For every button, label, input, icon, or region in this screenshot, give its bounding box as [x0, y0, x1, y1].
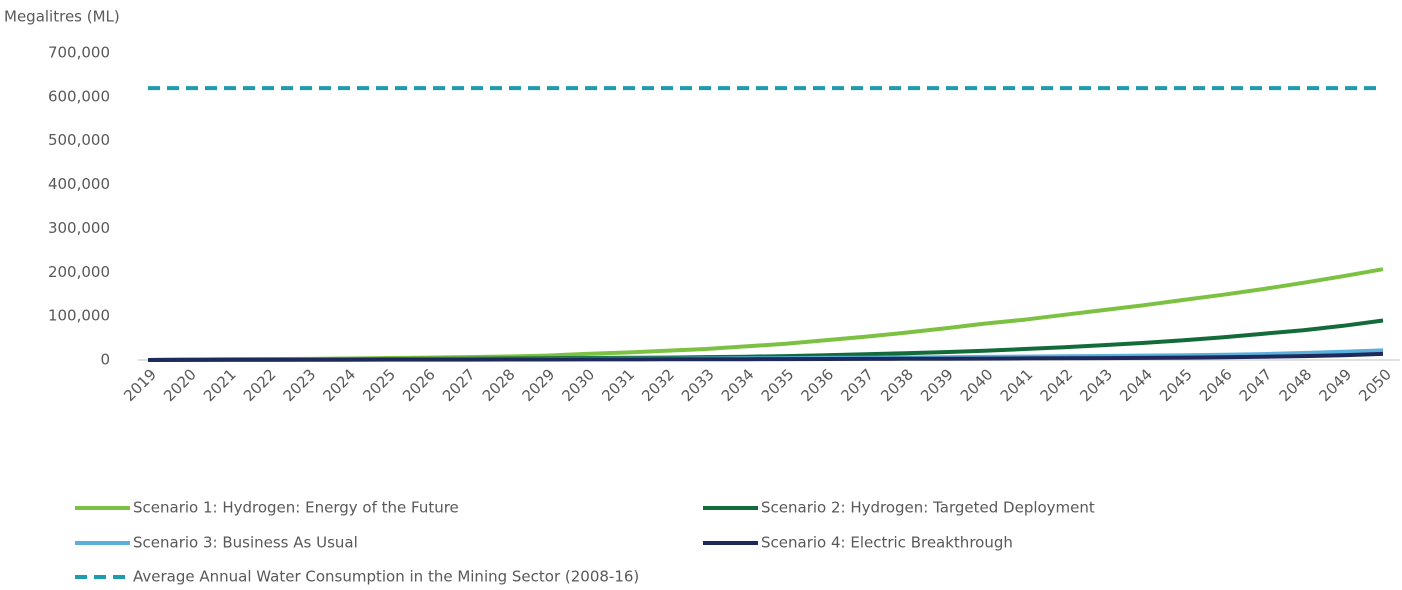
x-tick-label: 2025 — [359, 365, 399, 405]
legend-label: Scenario 2: Hydrogen: Targeted Deploymen… — [761, 499, 1095, 517]
x-tick-label: 2032 — [638, 365, 678, 405]
x-tick-label: 2046 — [1196, 365, 1236, 405]
x-tick-label: 2047 — [1236, 365, 1276, 405]
x-tick-label: 2037 — [837, 365, 877, 405]
x-tick-label: 2026 — [399, 365, 439, 405]
x-tick-label: 2021 — [200, 365, 240, 405]
y-tick-label: 200,000 — [48, 263, 110, 281]
x-tick-label: 2031 — [598, 365, 638, 405]
x-tick-label: 2034 — [718, 365, 758, 405]
x-tick-label: 2035 — [758, 365, 798, 405]
x-tick-label: 2045 — [1156, 365, 1196, 405]
y-tick-label: 700,000 — [48, 44, 110, 62]
x-tick-label: 2019 — [120, 365, 160, 405]
legend-label: Average Annual Water Consumption in the … — [133, 568, 639, 586]
legend-label: Scenario 1: Hydrogen: Energy of the Futu… — [133, 499, 459, 517]
x-tick-label: 2040 — [957, 365, 997, 405]
x-tick-label: 2036 — [798, 365, 838, 405]
x-tick-label: 2043 — [1076, 365, 1116, 405]
x-tick-label: 2023 — [280, 365, 320, 405]
x-tick-label: 2033 — [678, 365, 718, 405]
x-tick-label: 2029 — [519, 365, 559, 405]
series-line — [147, 351, 1384, 362]
series-line — [147, 267, 1384, 362]
y-axis-title: Megalitres (ML) — [4, 8, 120, 26]
y-tick-label: 300,000 — [48, 219, 110, 237]
y-tick-label: 500,000 — [48, 131, 110, 149]
y-tick-label: 400,000 — [48, 175, 110, 193]
x-tick-label: 2042 — [1037, 365, 1077, 405]
x-tick-label: 2041 — [997, 365, 1037, 405]
x-tick-label: 2030 — [559, 365, 599, 405]
y-tick-label: 600,000 — [48, 87, 110, 105]
y-tick-label: 100,000 — [48, 307, 110, 325]
x-tick-label: 2039 — [917, 365, 957, 405]
y-tick-label: 0 — [100, 351, 110, 369]
legend-label: Scenario 4: Electric Breakthrough — [761, 534, 1013, 552]
x-tick-label: 2044 — [1116, 365, 1156, 405]
x-tick-label: 2028 — [479, 365, 519, 405]
x-tick-label: 2038 — [877, 365, 917, 405]
x-tick-label: 2022 — [240, 365, 280, 405]
x-tick-label: 2049 — [1315, 365, 1355, 405]
x-tick-label: 2050 — [1355, 365, 1395, 405]
x-tick-label: 2024 — [319, 365, 359, 405]
x-tick-label: 2027 — [439, 365, 479, 405]
x-tick-label: 2020 — [160, 365, 200, 405]
x-tick-label: 2048 — [1276, 365, 1316, 405]
legend-label: Scenario 3: Business As Usual — [133, 534, 358, 552]
